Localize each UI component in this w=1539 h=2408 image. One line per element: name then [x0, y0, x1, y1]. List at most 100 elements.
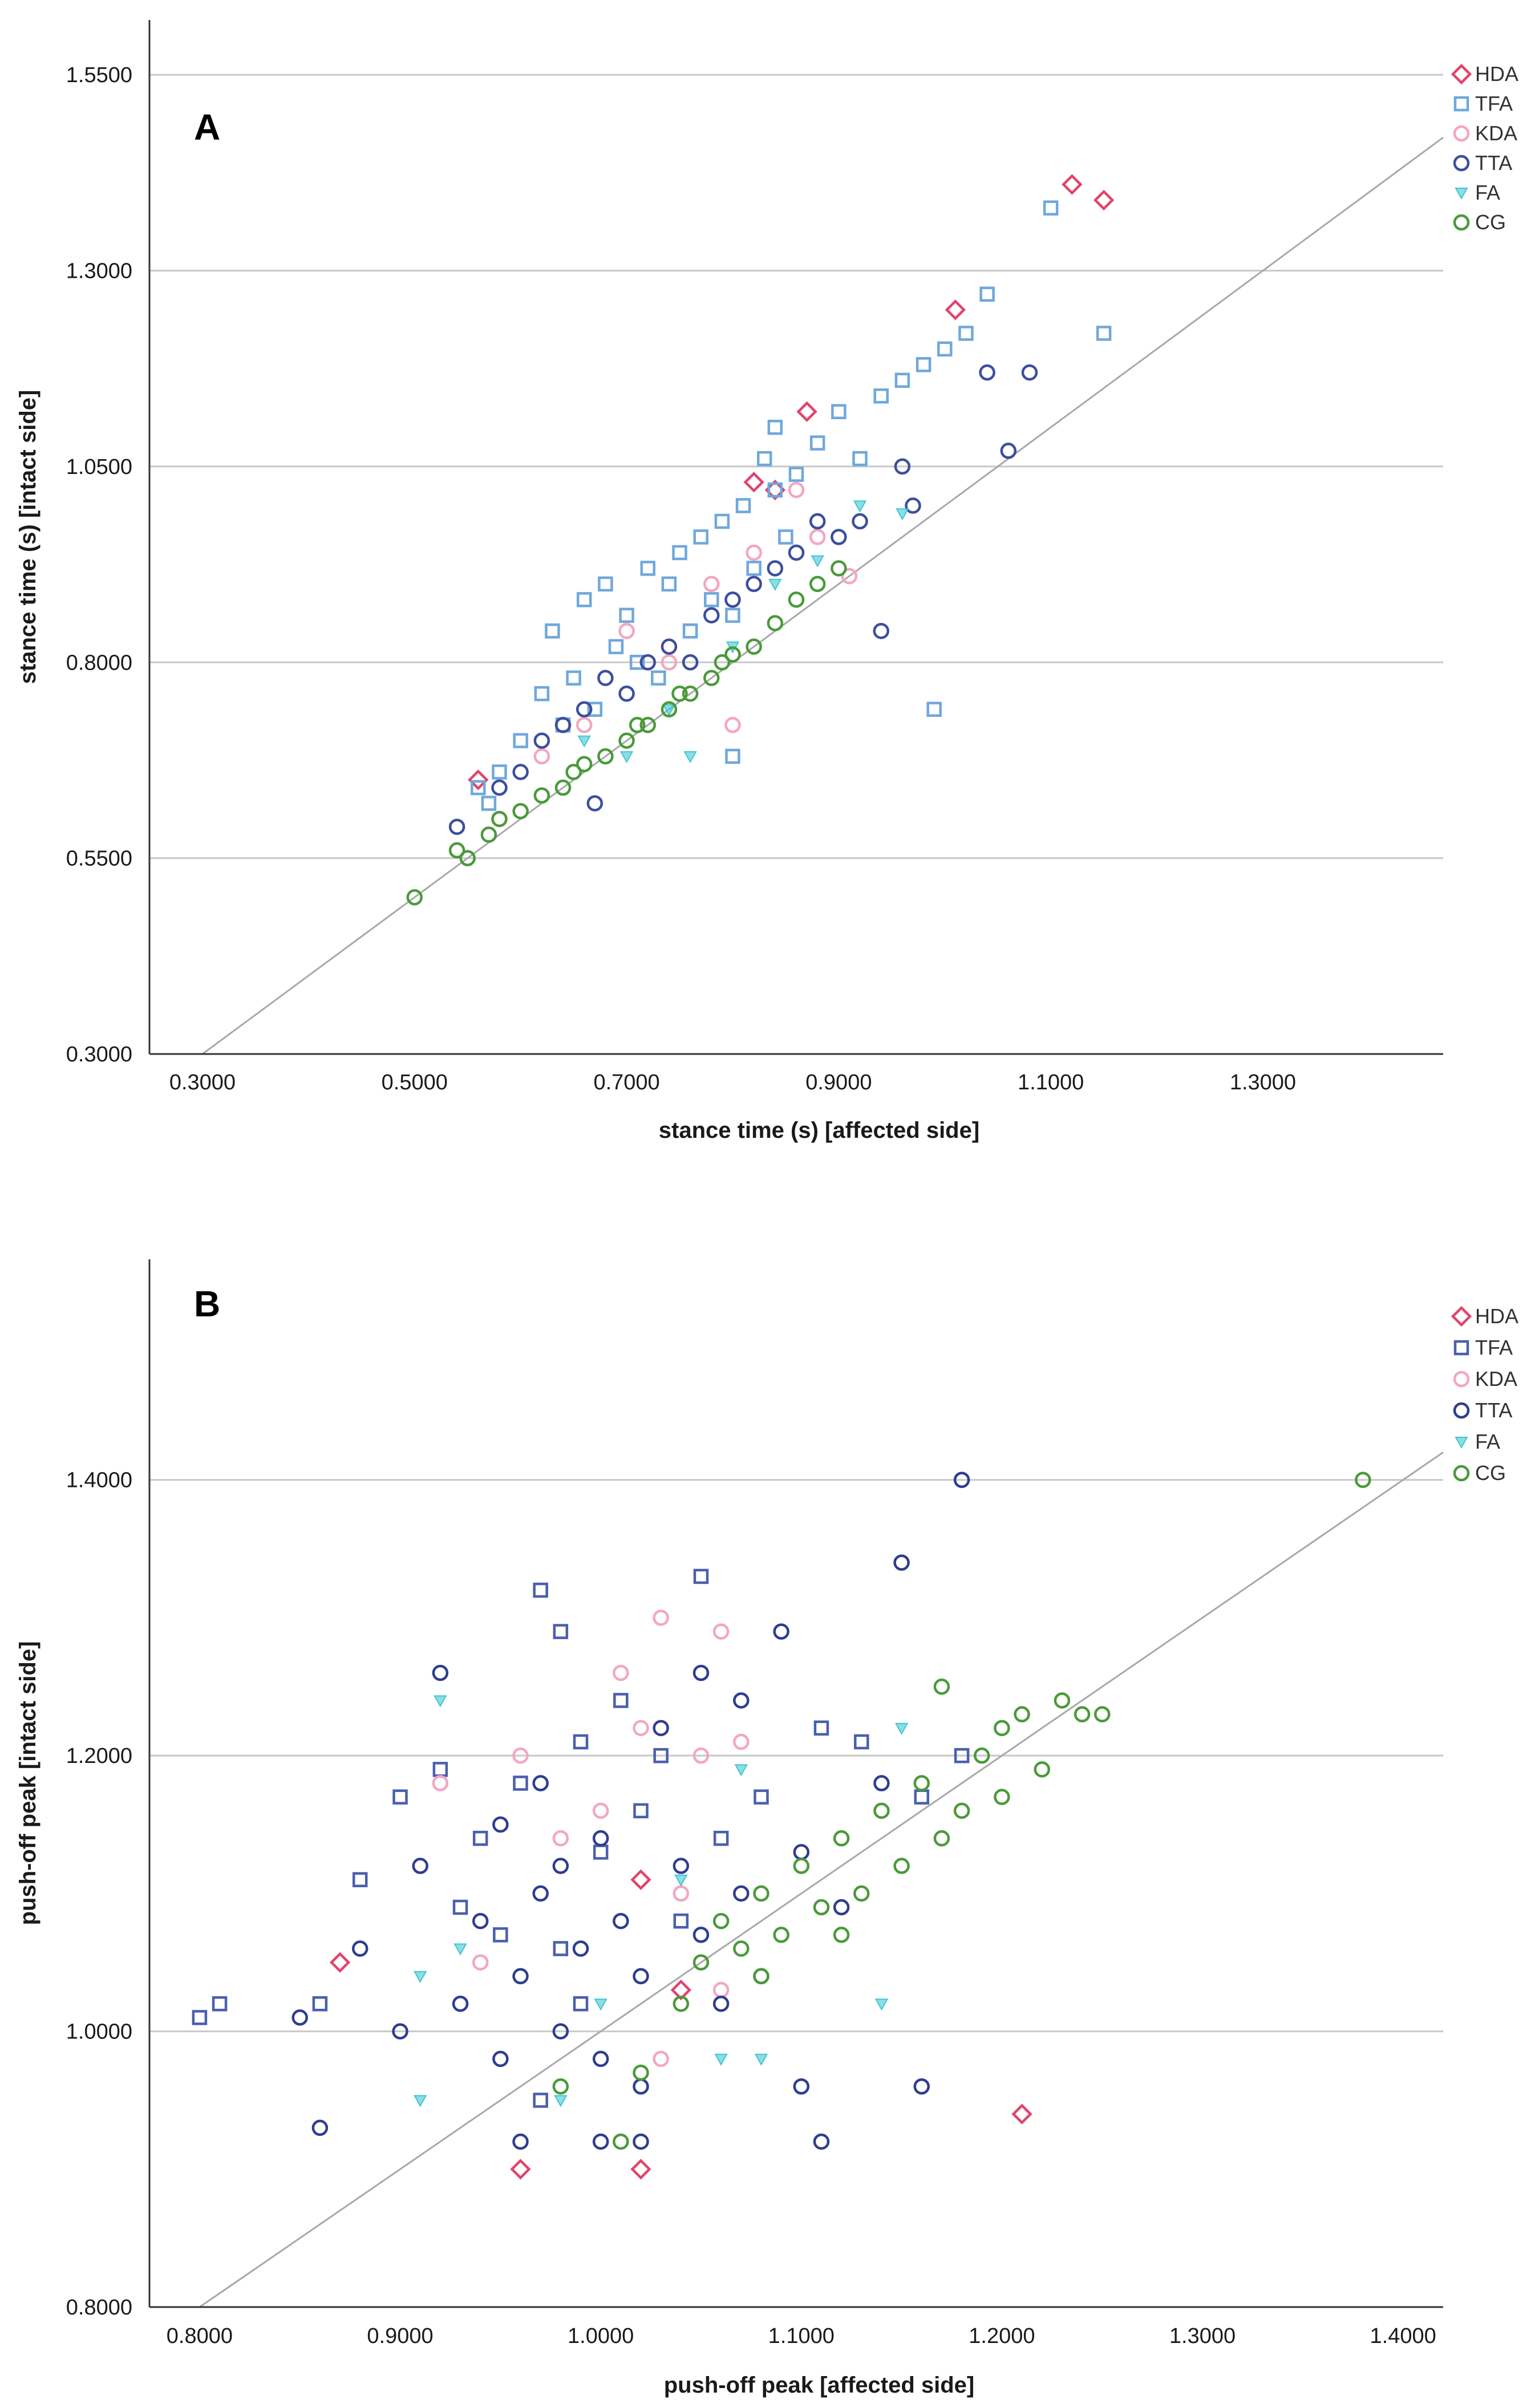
data-point-tfa [954, 1748, 970, 1764]
data-point-kda [712, 1981, 730, 1998]
data-point-kda [673, 1885, 690, 1902]
data-point-cg [793, 1858, 810, 1874]
data-point-tfa [873, 388, 889, 404]
data-point-tfa [513, 733, 528, 748]
data-point-cg [1034, 1761, 1050, 1778]
x-tick-label: 1.2000 [969, 2324, 1035, 2348]
data-point-tta [552, 1858, 569, 1874]
data-point-tfa [852, 451, 868, 467]
data-point-kda [724, 716, 741, 733]
data-point-fa [554, 2095, 568, 2107]
legend-label-tta: TTA [1475, 1398, 1512, 1422]
data-point-tfa [767, 419, 783, 435]
data-point-tta [733, 1885, 750, 1902]
data-point-tta [592, 1830, 609, 1847]
data-point-tfa [493, 1927, 508, 1943]
data-point-tfa [958, 326, 974, 341]
data-point-tfa [576, 592, 592, 607]
legend-marker-tfa [1453, 96, 1469, 112]
data-point-cg [1014, 1706, 1030, 1722]
data-point-cg [853, 1885, 870, 1902]
data-point-tta [452, 1995, 469, 2012]
data-point-tta [592, 2133, 609, 2150]
data-point-tta [532, 1885, 549, 1902]
data-point-fa [577, 735, 591, 748]
data-point-tta [953, 1471, 970, 1488]
data-point-tfa [533, 2093, 548, 2108]
data-point-fa [413, 2095, 427, 2107]
data-point-tfa [746, 561, 762, 576]
data-point-kda [661, 654, 678, 671]
data-point-cg [994, 1720, 1010, 1737]
data-point-fa [874, 1998, 889, 2011]
x-tick-label: 1.0000 [568, 2324, 634, 2348]
data-point-tta [773, 1623, 789, 1640]
legend-marker-fa [1455, 1437, 1468, 1449]
data-point-tta [512, 764, 529, 780]
panel-label: B [194, 1283, 220, 1324]
data-point-cg [633, 2064, 649, 2081]
data-point-kda [576, 716, 593, 733]
data-point-fa [896, 508, 909, 521]
data-point-fa [811, 555, 824, 567]
data-point-tfa [937, 341, 953, 357]
x-tick-label: 1.3000 [1230, 1071, 1296, 1094]
data-point-fa [662, 704, 676, 716]
data-point-tta [873, 1775, 890, 1791]
data-point-tfa [894, 372, 910, 388]
data-point-tfa [593, 1844, 609, 1860]
legend-marker-hda [1451, 63, 1472, 85]
data-point-tfa [633, 1803, 649, 1819]
data-point-cg [873, 1802, 890, 1819]
data-point-tta [492, 1816, 509, 1833]
data-point-tta [793, 2078, 810, 2095]
data-point-cg [933, 1830, 950, 1847]
data-point-tta [831, 529, 847, 545]
data-point-fa [674, 1874, 688, 1887]
data-point-tfa [212, 1996, 228, 2012]
data-point-cg [893, 1858, 910, 1874]
data-point-tfa [472, 1830, 488, 1846]
data-point-tfa [854, 1734, 869, 1750]
data-point-cg [767, 615, 784, 631]
data-point-tfa [672, 545, 687, 561]
data-point-cg [724, 646, 741, 663]
data-point-cg [512, 802, 529, 820]
data-point-cg [459, 850, 476, 866]
data-point-tta [554, 716, 572, 733]
legend-label-fa: FA [1475, 181, 1500, 204]
data-point-tta [767, 560, 784, 577]
data-point-fa [714, 2053, 728, 2066]
data-point-tfa [714, 513, 730, 529]
data-point-tfa [788, 467, 804, 482]
data-point-cg [682, 685, 699, 702]
data-point-tta [633, 2133, 649, 2150]
x-tick-label: 0.9000 [367, 2324, 433, 2348]
data-point-tta [532, 1775, 549, 1791]
data-point-cg [1054, 1692, 1071, 1709]
data-point-cg [833, 1927, 850, 1943]
data-point-tta [793, 1844, 810, 1860]
data-point-tfa [725, 748, 740, 764]
data-point-tfa [735, 498, 751, 513]
data-point-cg [788, 591, 805, 608]
data-point-cg [1355, 1471, 1371, 1488]
data-point-tta [809, 513, 826, 530]
data-point-kda [633, 1720, 649, 1737]
legend-label-kda: KDA [1475, 1367, 1517, 1391]
data-point-tfa [553, 1941, 569, 1956]
data-point-tta [703, 607, 720, 624]
data-point-tta [311, 2119, 329, 2137]
data-point-cg [809, 575, 826, 593]
data-point-tfa [640, 561, 655, 576]
data-point-cg [565, 764, 582, 780]
data-point-tfa [312, 1996, 328, 2012]
data-point-hda [743, 472, 764, 493]
data-point-tfa [767, 482, 783, 498]
data-point-kda [533, 748, 550, 765]
data-point-cg [753, 1968, 770, 1985]
data-point-tta [813, 2133, 830, 2150]
data-point-tta [1021, 364, 1038, 381]
data-point-cg [753, 1885, 770, 1902]
data-point-cg [831, 560, 847, 577]
